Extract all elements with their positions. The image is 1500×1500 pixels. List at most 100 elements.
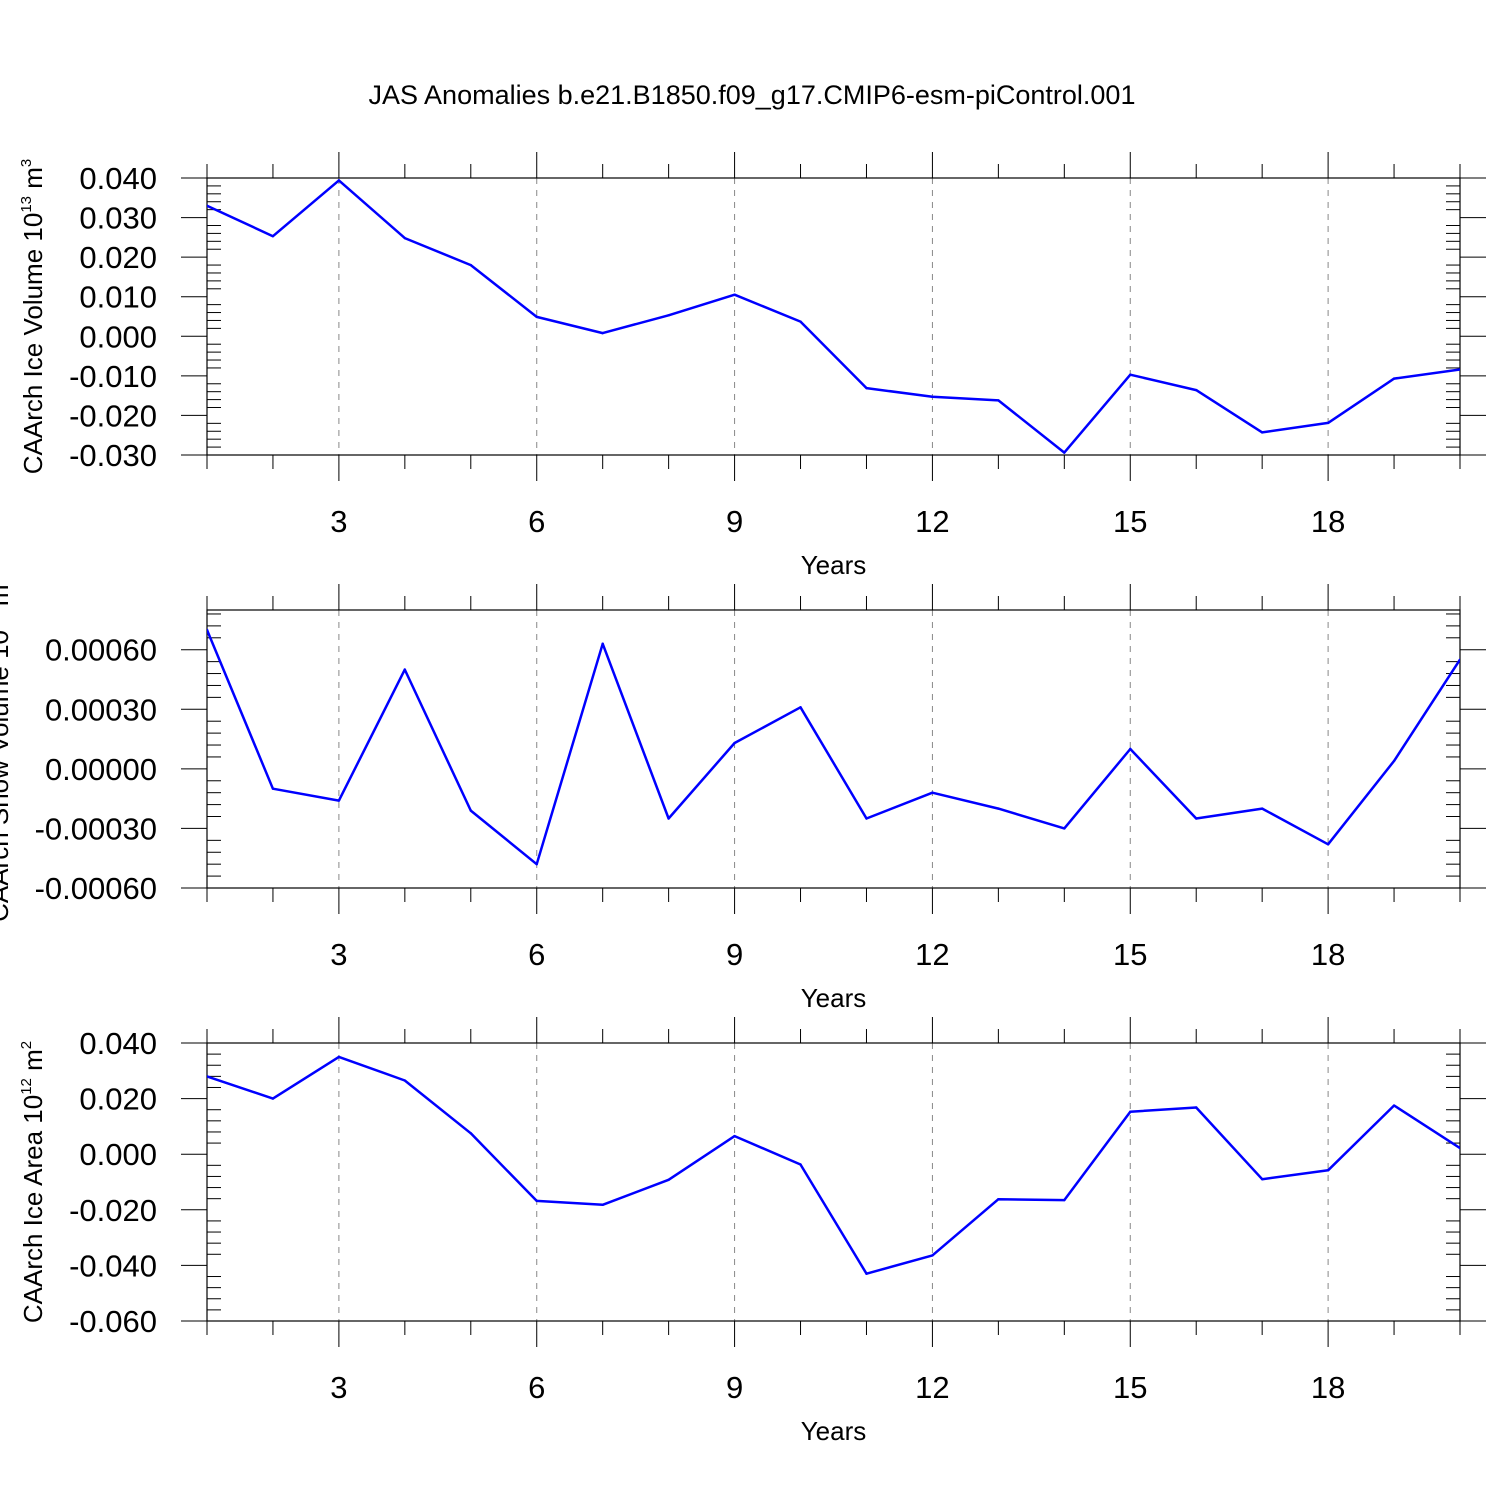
data-point (601, 331, 604, 335)
chart-title: JAS Anomalies b.e21.B1850.f09_g17.CMIP6-… (369, 80, 1136, 110)
series-line (207, 179, 1460, 454)
data-point (207, 204, 209, 207)
y-tick-label: 0.000 (79, 1137, 157, 1172)
y-tick-label: -0.060 (69, 1304, 157, 1339)
y-axis-label-main: CAArch Snow Volume 10 (0, 630, 14, 922)
data-point (337, 799, 341, 802)
y-axis-label: CAArch Ice Area 1012 m2 (18, 1041, 48, 1323)
x-tick-label: 12 (915, 1370, 949, 1405)
data-point (1326, 421, 1330, 425)
data-point (1063, 451, 1066, 454)
y-tick-label: -0.020 (69, 398, 157, 433)
data-point (997, 399, 1000, 402)
y-axis-label-unit: m (0, 584, 14, 613)
data-point (1458, 1146, 1460, 1150)
y-axis-label-unit-exponent: 2 (18, 1041, 35, 1049)
data-point (865, 817, 868, 820)
data-point (1195, 817, 1198, 820)
data-point (1326, 843, 1330, 846)
plot-frame (206, 609, 1461, 889)
y-tick-label: 0.00060 (45, 633, 157, 668)
x-tick-label: 12 (915, 937, 949, 972)
data-point (207, 1075, 209, 1078)
data-point (271, 234, 275, 238)
data-point (733, 741, 736, 745)
data-point (997, 1198, 1000, 1201)
y-axis-label: CAArch Snow Volume 1013 m3 (0, 576, 14, 922)
data-point (1458, 368, 1460, 371)
x-tick-label: 9 (726, 937, 743, 972)
data-point (931, 791, 934, 794)
data-point (469, 263, 472, 267)
y-axis-label: CAArch Ice Volume 1013 m3 (18, 159, 48, 475)
y-tick-label: 0.020 (79, 1082, 157, 1117)
data-point (207, 628, 209, 632)
y-axis-label-main: CAArch Ice Area 10 (18, 1095, 48, 1323)
data-point (733, 293, 736, 296)
series-line (207, 629, 1460, 866)
data-point (1260, 431, 1264, 434)
data-point (1260, 1178, 1264, 1181)
data-point (799, 1163, 802, 1166)
x-tick-label: 18 (1311, 1370, 1345, 1405)
series-line (207, 1055, 1460, 1275)
x-tick-label: 18 (1311, 937, 1345, 972)
data-point (1326, 1169, 1330, 1172)
x-tick-label: 6 (528, 504, 545, 539)
data-point (1392, 1104, 1396, 1107)
data-point (535, 1199, 538, 1203)
plot-frame (206, 177, 1461, 456)
data-point (403, 236, 407, 240)
x-tick-label: 3 (330, 1370, 347, 1405)
data-point (469, 1132, 472, 1135)
data-point (799, 320, 802, 323)
data-point (799, 706, 802, 709)
x-axis-label: Years (801, 1416, 867, 1446)
y-tick-label: -0.040 (69, 1248, 157, 1283)
y-axis-label-main: CAArch Ice Volume 10 (18, 213, 48, 475)
data-point (1129, 373, 1132, 376)
y-axis-label-unit-exponent: 3 (18, 159, 35, 167)
y-axis-label-unit: m (18, 1049, 48, 1078)
x-tick-label: 15 (1113, 937, 1147, 972)
data-point (1458, 658, 1460, 661)
data-point (667, 1178, 670, 1181)
x-tick-label: 9 (726, 504, 743, 539)
data-point (1392, 759, 1396, 763)
data-point (1063, 1198, 1066, 1202)
data-point (1260, 807, 1264, 810)
data-point (271, 1097, 275, 1100)
data-point (403, 1079, 407, 1082)
x-tick-label: 15 (1113, 1370, 1147, 1405)
data-point (601, 642, 604, 645)
y-axis-label-exponent: 13 (0, 613, 1, 630)
y-tick-label: 0.010 (79, 280, 157, 315)
data-point (667, 314, 670, 317)
y-tick-label: -0.00060 (35, 871, 157, 906)
y-tick-label: -0.00030 (35, 811, 157, 846)
y-axis-label-unit-exponent: 3 (0, 576, 1, 584)
data-point (271, 787, 275, 790)
data-point (337, 179, 341, 182)
y-tick-label: 0.00000 (45, 752, 157, 787)
data-point (1195, 388, 1198, 392)
y-axis-label-unit: m (18, 167, 48, 196)
data-point (931, 395, 934, 399)
data-point (865, 386, 868, 390)
y-tick-label: -0.010 (69, 359, 157, 394)
data-point (1129, 747, 1132, 751)
y-tick-label: 0.030 (79, 201, 157, 236)
y-tick-label: 0.040 (79, 1026, 157, 1061)
panel-2: 0.00060 0.00030 0.00000 -0.00030 -0.00060 3 6 9… (0, 576, 1486, 1013)
data-point (535, 315, 538, 319)
data-point (1392, 377, 1396, 380)
x-axis-label: Years (801, 983, 867, 1013)
y-tick-label: -0.030 (69, 438, 157, 473)
x-tick-label: 3 (330, 937, 347, 972)
y-tick-label: 0.000 (79, 319, 157, 354)
data-point (733, 1134, 736, 1138)
data-point (1063, 827, 1066, 830)
data-point (865, 1272, 868, 1275)
plot-frame (206, 1042, 1461, 1322)
